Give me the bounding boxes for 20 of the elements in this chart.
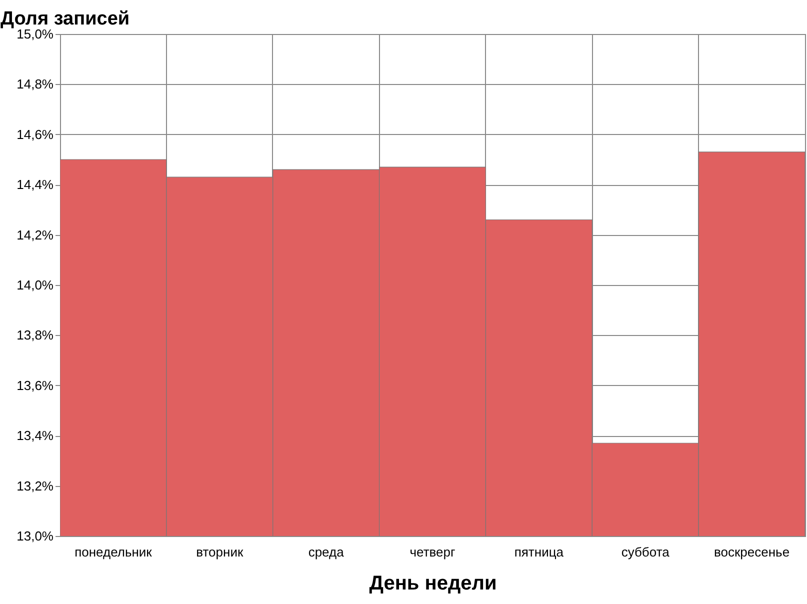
y-tick-label: 14,6% <box>16 126 54 142</box>
x-tick-label: пятница <box>514 544 564 560</box>
x-axis-title: День недели <box>369 572 497 594</box>
y-tick-label: 15,0% <box>16 26 54 42</box>
y-tick-label: 13,2% <box>16 478 54 494</box>
y-tick-label: 14,8% <box>16 76 54 92</box>
y-tick-label: 13,8% <box>16 328 54 343</box>
x-tick-label: среда <box>308 544 345 560</box>
y-axis-title: Доля записей <box>0 8 130 30</box>
y-tick-label: 13,0% <box>16 528 54 544</box>
x-tick-label: воскресенье <box>714 544 790 560</box>
x-tick-label: четверг <box>410 544 456 560</box>
x-tick-label: вторник <box>196 544 244 560</box>
y-tick-label: 13,4% <box>16 428 54 444</box>
y-tick-label: 14,0% <box>16 278 54 292</box>
x-tick-label: понедельник <box>74 544 152 560</box>
y-tick-label: 14,2% <box>16 227 54 242</box>
y-tick-label: 14,4% <box>16 177 54 192</box>
y-tick-label: 13,6% <box>16 378 54 393</box>
x-tick-label: суббота <box>621 544 670 560</box>
